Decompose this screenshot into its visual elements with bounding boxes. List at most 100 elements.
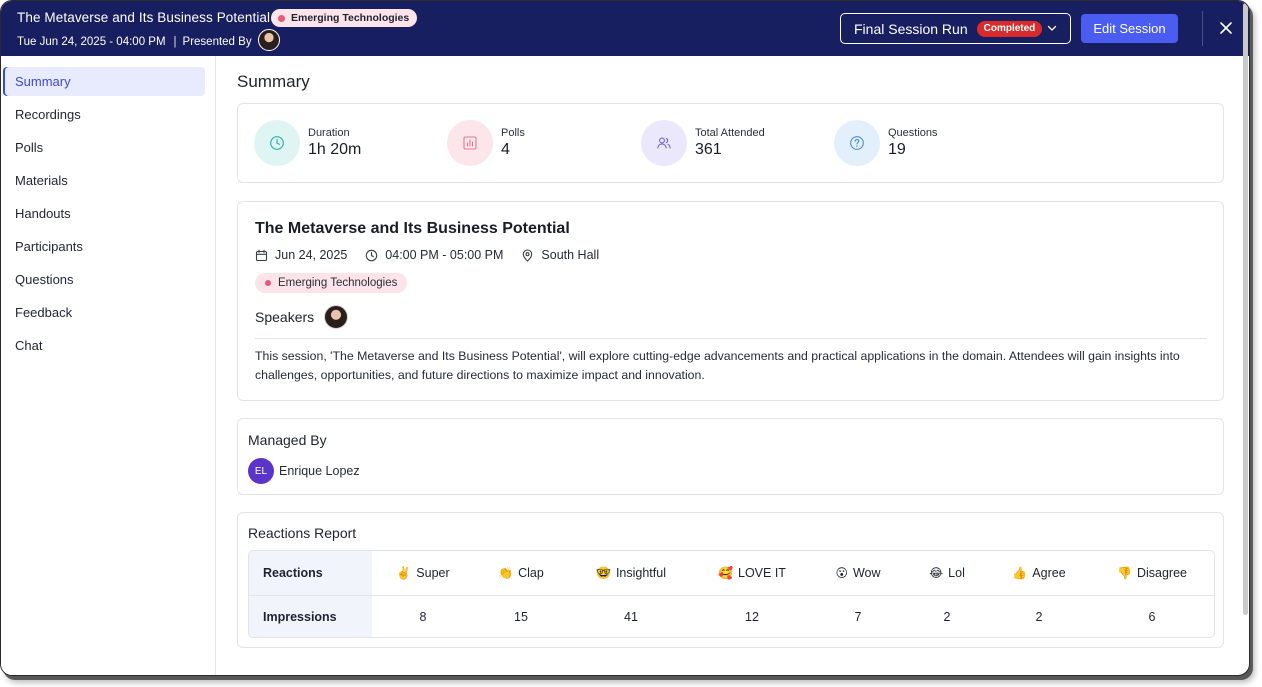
impression-count: 15 (514, 610, 528, 624)
reaction-emoji-icon: 🤓 (596, 566, 611, 580)
stat-label: Questions (888, 127, 938, 139)
stat-polls: Polls 4 (447, 120, 525, 166)
session-date: Jun 24, 2025 (255, 248, 347, 262)
stat-value: 4 (501, 141, 510, 158)
reaction-emoji-icon: 👏 (498, 566, 514, 580)
sidebar-item-questions[interactable]: Questions (15, 272, 74, 287)
reaction-label: LOVE IT (738, 566, 786, 580)
stat-icon-circle (834, 120, 880, 166)
stat-value: 361 (695, 141, 722, 158)
category-tag-label: Emerging Technologies (291, 12, 410, 24)
session-card-title: The Metaverse and Its Business Potential (255, 220, 570, 237)
stat-icon-circle (641, 120, 687, 166)
header-bar: The Metaverse and Its Business Potential… (1, 1, 1249, 56)
category-tag: Emerging Technologies (271, 9, 418, 27)
stat-label: Total Attended (695, 127, 765, 139)
page-title: Summary (237, 72, 310, 91)
session-category-label: Emerging Technologies (278, 277, 398, 289)
question-icon (850, 136, 864, 150)
reactions-report-title: Reactions Report (248, 525, 357, 541)
reaction-label: Disagree (1136, 566, 1187, 580)
location-pin-icon (523, 248, 533, 262)
impression-count: 8 (419, 610, 427, 624)
stat-label: Duration (308, 127, 350, 139)
table-row-divider (249, 595, 1214, 596)
session-title: The Metaverse and Its Business Potential (17, 10, 271, 25)
tag-dot-icon (265, 280, 271, 286)
clock-icon (366, 249, 378, 261)
reaction-label: Clap (518, 566, 544, 580)
row-header-reactions: Reactions (249, 551, 372, 595)
session-location-text: South Hall (541, 248, 600, 262)
sidebar-item-summary[interactable]: Summary (3, 67, 205, 96)
sidebar-item-polls[interactable]: Polls (15, 140, 44, 155)
reaction-label: Lol (948, 566, 965, 580)
row-header-impressions: Impressions (249, 595, 372, 637)
stat-icon-circle (254, 120, 300, 166)
reaction-header-super: ✌️ Super (368, 551, 478, 595)
stat-icon-circle (447, 120, 493, 166)
calendar-icon (255, 249, 268, 261)
session-time: 04:00 PM - 05:00 PM (365, 248, 503, 262)
reaction-label: Wow (852, 566, 881, 580)
sidebar-item-recordings[interactable]: Recordings (15, 107, 81, 122)
status-badge: Completed (976, 20, 1043, 37)
stat-label: Polls (501, 127, 525, 139)
reaction-header-insightful: 🤓 Insightful (576, 551, 686, 595)
impression-count: 2 (1035, 610, 1043, 624)
tag-dot-icon (278, 14, 285, 22)
reaction-emoji-icon: 👍 (1012, 566, 1028, 580)
session-run-dropdown[interactable]: Final Session Run Completed (840, 13, 1071, 44)
speakers-label: Speakers (255, 309, 315, 325)
divider (255, 338, 1207, 339)
sidebar-nav: Summary Recordings Polls Materials Hando… (1, 56, 216, 675)
presented-by-label: Presented By (182, 36, 252, 48)
reactions-report-card: Reactions Report Reactions Impressions ✌… (237, 512, 1224, 648)
stat-value: 19 (888, 141, 906, 158)
impression-count: 2 (943, 610, 951, 624)
stat-total-attended: Total Attended 361 (641, 120, 765, 166)
reaction-emoji-icon: 😮 (835, 566, 848, 580)
session-datetime: Tue Jun 24, 2025 - 04:00 PM (17, 36, 166, 48)
reaction-label: Agree (1032, 566, 1066, 580)
chevron-down-icon (1047, 25, 1057, 31)
manager-user: EL Enrique Lopez (248, 458, 360, 484)
separator: | (173, 36, 177, 48)
session-info-card: The Metaverse and Its Business Potential… (237, 201, 1224, 401)
avatar: EL (248, 458, 274, 484)
session-run-label: Final Session Run (854, 20, 968, 37)
reaction-emoji-icon: 👎 (1117, 566, 1132, 580)
session-details-window: The Metaverse and Its Business Potential… (0, 0, 1250, 676)
stats-card: Duration 1h 20m Polls 4 (237, 103, 1224, 183)
scrollbar[interactable] (1243, 3, 1248, 615)
impression-count: 6 (1148, 610, 1156, 624)
session-category-tag: Emerging Technologies (255, 273, 408, 293)
impression-count: 7 (854, 610, 862, 624)
reaction-emoji-icon: 😂 (929, 566, 944, 580)
reaction-header-love-it: 🥰 LOVE IT (697, 551, 807, 595)
sidebar-item-feedback[interactable]: Feedback (15, 305, 73, 320)
reaction-header-disagree: 👎 Disagree (1097, 551, 1207, 595)
users-icon (657, 137, 671, 149)
reaction-header-lol: 😂 Lol (892, 551, 1002, 595)
reaction-header-clap: 👏 Clap (466, 551, 576, 595)
stat-duration: Duration 1h 20m (254, 120, 361, 166)
session-meta: Jun 24, 2025 04:00 PM - 05:00 PM South H… (255, 248, 617, 262)
reactions-table: Reactions Impressions ✌️ Super 8 👏 Clap 15 🤓 In… (248, 550, 1215, 638)
poll-chart-icon (463, 136, 477, 150)
sidebar-item-materials[interactable]: Materials (15, 173, 68, 188)
main-content: Summary Duration 1h 20m (217, 56, 1249, 675)
sidebar-item-handouts[interactable]: Handouts (15, 206, 71, 221)
session-time-text: 04:00 PM - 05:00 PM (385, 248, 504, 262)
close-icon[interactable] (1216, 18, 1236, 38)
sidebar-item-participants[interactable]: Participants (15, 239, 83, 254)
sidebar-item-chat[interactable]: Chat (15, 338, 43, 353)
edit-session-button[interactable]: Edit Session (1081, 14, 1178, 43)
session-description: This session, 'The Metaverse and Its Bus… (255, 349, 1180, 382)
reaction-emoji-icon: ✌️ (396, 566, 412, 580)
presenter-avatar[interactable] (257, 29, 280, 51)
speaker-avatar[interactable] (324, 305, 349, 329)
reaction-emoji-icon: 🥰 (718, 566, 733, 580)
manager-name: Enrique Lopez (279, 464, 360, 478)
reaction-label: Insightful (615, 566, 666, 580)
